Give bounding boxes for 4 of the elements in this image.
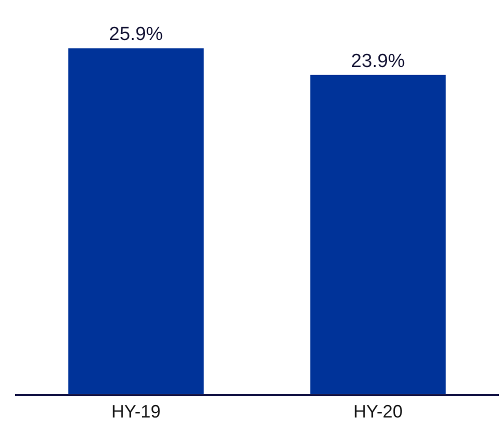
data-label: 25.9% [109, 24, 163, 46]
x-tick-label: HY-19 [111, 402, 161, 422]
data-label: 23.9% [351, 50, 405, 72]
x-tick-label: HY-20 [353, 402, 403, 422]
